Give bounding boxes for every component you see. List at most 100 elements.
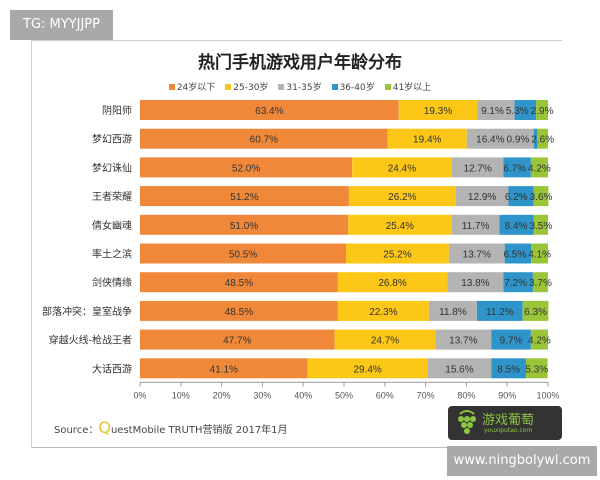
data-label: 47.7% bbox=[223, 336, 251, 347]
legend-label: 41岁以上 bbox=[392, 83, 432, 93]
data-label: 2.9% bbox=[531, 106, 554, 117]
bar-segment bbox=[504, 243, 532, 264]
bar-segment bbox=[140, 128, 388, 149]
bar-segment bbox=[398, 100, 478, 120]
data-label: 3.5% bbox=[529, 221, 552, 232]
data-label: 13.7% bbox=[449, 336, 477, 347]
data-label: 11.2% bbox=[486, 307, 514, 318]
bar-segment bbox=[451, 157, 504, 178]
data-label: 12.7% bbox=[463, 163, 491, 174]
data-label: 8.5% bbox=[497, 364, 520, 375]
data-label: 9.1% bbox=[481, 106, 504, 117]
bar-segment bbox=[140, 300, 338, 321]
data-label: 26.2% bbox=[388, 192, 416, 203]
legend-item: 25-30岁 bbox=[225, 83, 268, 93]
category-label: 部落冲突：皇室战争 bbox=[42, 305, 132, 318]
legend-label: 36-40岁 bbox=[339, 83, 375, 93]
data-label: 51.2% bbox=[230, 192, 258, 203]
data-label: 9.7% bbox=[500, 336, 523, 347]
bar-segment bbox=[348, 186, 456, 207]
bar-segment bbox=[477, 300, 523, 321]
x-tick-label: 0% bbox=[133, 390, 146, 400]
data-label: 4.1% bbox=[528, 250, 551, 261]
data-label: 25.4% bbox=[386, 221, 414, 232]
data-label: 6.3% bbox=[524, 307, 547, 318]
data-label: 13.7% bbox=[463, 250, 491, 261]
bar-segment bbox=[514, 100, 537, 120]
source-text: uestMobile TRUTH营销版 2017年1月 bbox=[110, 425, 288, 436]
data-label: 0.9% bbox=[507, 135, 530, 146]
bar-segment bbox=[533, 128, 538, 149]
data-label: 24.4% bbox=[388, 163, 416, 174]
category-label: 率土之滨 bbox=[92, 248, 132, 261]
category-label: 梦幻诛仙 bbox=[92, 161, 132, 174]
bar-segment bbox=[346, 243, 449, 264]
category-label: 穿越火线-枪战王者 bbox=[49, 334, 132, 347]
data-label: 29.4% bbox=[353, 364, 381, 375]
data-label: 50.5% bbox=[229, 250, 257, 261]
data-label: 6.2% bbox=[505, 192, 528, 203]
data-label: 25.2% bbox=[383, 250, 411, 261]
x-tick-label: 50% bbox=[335, 390, 353, 400]
data-label: 13.8% bbox=[461, 278, 489, 289]
data-label: 19.4% bbox=[413, 135, 441, 146]
category-label: 梦幻西游 bbox=[92, 133, 132, 146]
legend-swatch bbox=[331, 84, 338, 90]
bar-segment bbox=[337, 272, 448, 293]
data-label: 8.4% bbox=[505, 221, 528, 232]
data-label: 52.0% bbox=[232, 163, 260, 174]
data-label: 11.8% bbox=[439, 307, 467, 318]
data-label: 51.0% bbox=[230, 221, 258, 232]
bar-segment bbox=[455, 186, 509, 207]
bar-segment bbox=[140, 157, 353, 178]
data-label: 15.6% bbox=[445, 364, 473, 375]
bar-segment bbox=[451, 214, 500, 235]
logo-url: youxiputao.com bbox=[484, 427, 533, 434]
data-label: 3.6% bbox=[530, 192, 553, 203]
bar-segment bbox=[522, 300, 549, 321]
data-label: 60.7% bbox=[250, 135, 278, 146]
data-label: 11.7% bbox=[462, 221, 490, 232]
logo: 游戏葡萄 youxiputao.com bbox=[448, 406, 562, 440]
x-tick-label: 70% bbox=[417, 390, 435, 400]
legend-item: 24岁以下 bbox=[168, 83, 216, 93]
bar-segment bbox=[536, 100, 548, 120]
legend: 24岁以下 25-30岁 31-35岁 36-40岁 41岁以上 bbox=[0, 80, 600, 93]
category-label: 剑侠情缘 bbox=[92, 276, 132, 289]
legend-label: 31-35岁 bbox=[286, 83, 322, 93]
legend-item: 31-35岁 bbox=[278, 83, 322, 93]
bar-segment bbox=[140, 214, 349, 235]
data-label: 5.3% bbox=[506, 106, 529, 117]
bar-segment bbox=[477, 100, 515, 120]
bar-segment bbox=[435, 329, 492, 350]
x-tick-label: 30% bbox=[253, 390, 271, 400]
x-tick-label: 60% bbox=[376, 390, 394, 400]
logo-name: 游戏葡萄 bbox=[482, 413, 535, 428]
bar-segment bbox=[140, 272, 338, 293]
data-label: 19.3% bbox=[424, 106, 452, 117]
legend-item: 36-40岁 bbox=[331, 83, 375, 93]
data-label: 3.7% bbox=[529, 278, 552, 289]
bar-segment bbox=[140, 358, 308, 379]
data-label: 41.1% bbox=[210, 364, 238, 375]
legend-label: 24岁以下 bbox=[176, 83, 216, 93]
x-tick-label: 20% bbox=[213, 390, 231, 400]
bar-segment bbox=[499, 214, 534, 235]
bar-segment bbox=[140, 329, 335, 350]
bar-segment bbox=[140, 186, 349, 207]
bar-segment bbox=[307, 358, 428, 379]
bar-segment bbox=[533, 186, 549, 207]
bar-segment bbox=[337, 300, 429, 321]
category-label: 倩女幽魂 bbox=[92, 219, 132, 232]
bar-segment bbox=[387, 128, 467, 149]
watermark-bottom: www.ningbolywl.com bbox=[447, 446, 597, 476]
bar-segment bbox=[503, 272, 533, 293]
bar-segment bbox=[531, 243, 548, 264]
grape-icon bbox=[458, 410, 476, 434]
legend-swatch bbox=[225, 84, 232, 90]
bar-segment bbox=[447, 272, 504, 293]
data-label: 16.4% bbox=[476, 135, 504, 146]
bar-segment bbox=[530, 157, 548, 178]
data-label: 7.2% bbox=[504, 278, 527, 289]
